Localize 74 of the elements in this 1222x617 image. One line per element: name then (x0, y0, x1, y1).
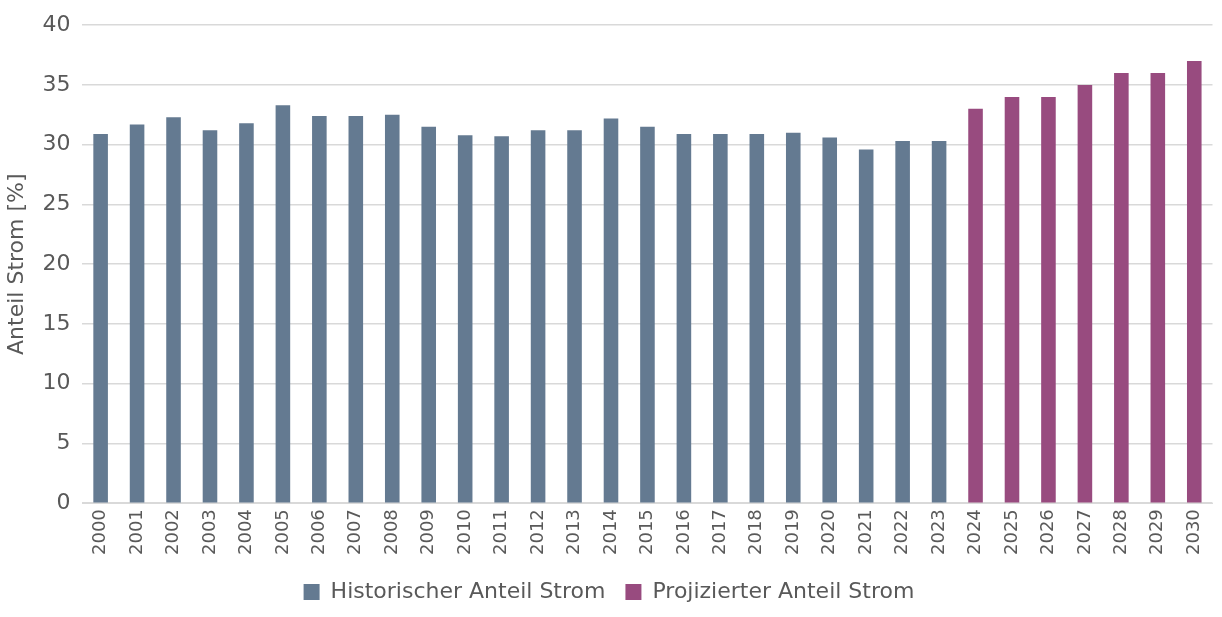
y-tick-label: 20 (42, 249, 71, 275)
x-tick-label: 2002 (161, 509, 183, 555)
y-tick-label: 35 (42, 70, 71, 96)
bar (457, 135, 473, 503)
x-tick-label: 2020 (817, 509, 839, 555)
x-tick-label: 2026 (1036, 509, 1058, 555)
x-tick-label: 2019 (780, 509, 802, 555)
x-tick-label: 2018 (744, 509, 766, 555)
x-tick-label: 2013 (562, 509, 584, 555)
x-tick-label: 2025 (999, 509, 1021, 555)
x-tick-label: 2021 (853, 509, 875, 555)
y-tick-label: 25 (42, 190, 71, 216)
bar (239, 123, 254, 503)
x-tick-label: 2027 (1072, 509, 1094, 555)
bar (202, 130, 218, 503)
bar (1004, 96, 1020, 503)
bar (129, 124, 145, 503)
y-tick-label: 10 (42, 369, 71, 395)
bar (895, 141, 910, 503)
bar (822, 137, 838, 503)
bar (603, 118, 619, 503)
x-tick-label: 2028 (1109, 509, 1131, 555)
bar (567, 130, 582, 503)
x-tick-label: 2006 (307, 509, 329, 555)
y-tick-label: 5 (56, 429, 71, 455)
y-tick-label: 15 (42, 309, 71, 335)
bar (312, 116, 327, 503)
bar (384, 114, 400, 503)
bar (348, 116, 364, 503)
x-tick-label: 2003 (197, 509, 219, 555)
x-tick-label: 2012 (525, 509, 547, 555)
bar (749, 133, 765, 503)
y-tick-label: 0 (56, 488, 71, 514)
x-tick-label: 2005 (270, 509, 292, 555)
y-tick-label: 40 (42, 10, 71, 36)
bar (93, 133, 108, 503)
x-tick-label: 2010 (452, 509, 474, 555)
x-tick-label: 2024 (963, 509, 985, 555)
legend-label: Projizierter Anteil Strom (652, 577, 915, 603)
x-tick-label: 2017 (708, 509, 730, 555)
bar (421, 126, 437, 503)
bar (1150, 73, 1166, 503)
x-tick-label: 2009 (416, 509, 438, 555)
legend-label: Historischer Anteil Strom (330, 577, 606, 603)
x-tick-label: 2011 (489, 509, 511, 555)
x-tick-label: 2016 (671, 509, 693, 555)
bar (494, 136, 509, 503)
bar (713, 133, 728, 503)
x-tick-label: 2030 (1181, 509, 1203, 555)
x-tick-label: 2022 (890, 509, 912, 555)
x-tick-label: 2007 (343, 509, 365, 555)
x-tick-label: 2001 (124, 509, 146, 555)
bar (1186, 61, 1202, 503)
bar (968, 108, 983, 503)
bar (676, 133, 692, 503)
bar (1077, 84, 1093, 503)
x-tick-label: 2014 (598, 509, 620, 555)
bar (931, 141, 947, 503)
bar (1114, 73, 1129, 503)
bar (275, 105, 291, 503)
bar (1041, 96, 1056, 503)
x-tick-label: 2015 (635, 509, 657, 555)
bar (530, 130, 546, 503)
y-axis-title: Anteil Strom [%] (2, 173, 28, 355)
bar (640, 126, 655, 503)
x-tick-label: 2029 (1145, 509, 1167, 555)
bar (858, 149, 874, 503)
y-tick-label: 30 (42, 130, 71, 156)
bar (166, 117, 181, 503)
bar (785, 132, 801, 503)
x-tick-label: 2000 (88, 509, 110, 555)
x-tick-label: 2004 (234, 509, 256, 555)
x-tick-label: 2008 (379, 509, 401, 555)
x-tick-label: 2023 (926, 509, 948, 555)
